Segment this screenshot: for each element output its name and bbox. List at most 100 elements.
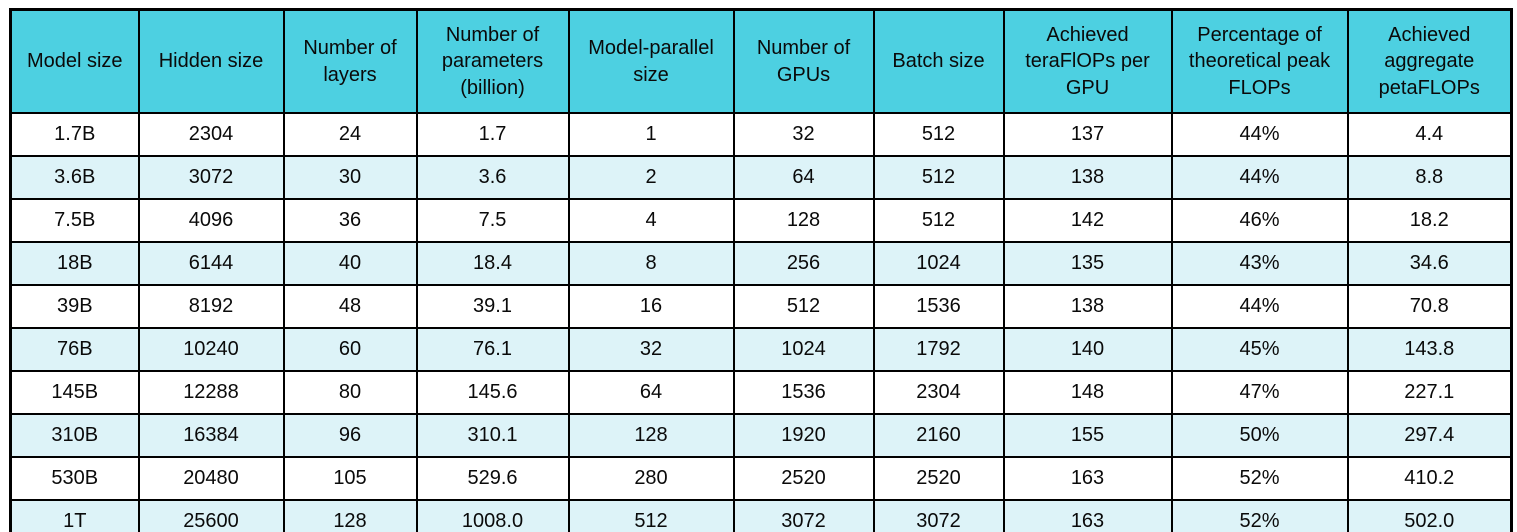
- table-cell: 2520: [872, 456, 1005, 501]
- header-cell: Number of layers: [282, 8, 418, 114]
- table-cell: 52%: [1170, 499, 1349, 532]
- table-cell: 138: [1002, 155, 1173, 200]
- table-cell: 50%: [1170, 413, 1349, 458]
- table-cell: 39.1: [415, 284, 570, 329]
- table-cell: 60: [282, 327, 418, 372]
- table-cell: 142: [1002, 198, 1173, 243]
- table-cell: 30: [282, 155, 418, 200]
- table-cell: 40: [282, 241, 418, 286]
- table-cell: 1T: [9, 499, 140, 532]
- table-cell: 163: [1002, 499, 1173, 532]
- table-row: 1T 25600 128 1008.0 512 3072 3072 163 52% 502.0: [9, 499, 1513, 532]
- table-cell: 4.4: [1346, 112, 1513, 157]
- model-scaling-table: Model size Hidden size Number of layers Num…: [9, 8, 1513, 532]
- table-cell: 16384: [137, 413, 285, 458]
- table-cell: 39B: [9, 284, 140, 329]
- table-cell: 76.1: [415, 327, 570, 372]
- table-cell: 310.1: [415, 413, 570, 458]
- table-cell: 502.0: [1346, 499, 1513, 532]
- header-cell: Achieved teraFlOPs per GPU: [1002, 8, 1173, 114]
- table-cell: 2: [567, 155, 735, 200]
- table-cell: 3.6: [415, 155, 570, 200]
- table-cell: 32: [567, 327, 735, 372]
- table-cell: 530B: [9, 456, 140, 501]
- table-cell: 1024: [732, 327, 875, 372]
- table-cell: 2520: [732, 456, 875, 501]
- table-row: 530B 20480 105 529.6 280 2520 2520 163 52% 410.2: [9, 456, 1513, 501]
- table-cell: 1: [567, 112, 735, 157]
- table-cell: 6144: [137, 241, 285, 286]
- table-cell: 143.8: [1346, 327, 1513, 372]
- header-cell: Model-parallel size: [567, 8, 735, 114]
- table-cell: 44%: [1170, 284, 1349, 329]
- table-cell: 1008.0: [415, 499, 570, 532]
- table-cell: 310B: [9, 413, 140, 458]
- table-cell: 512: [732, 284, 875, 329]
- table-cell: 34.6: [1346, 241, 1513, 286]
- table-cell: 137: [1002, 112, 1173, 157]
- table-cell: 1.7: [415, 112, 570, 157]
- table-cell: 1536: [872, 284, 1005, 329]
- table-cell: 44%: [1170, 112, 1349, 157]
- table-cell: 10240: [137, 327, 285, 372]
- table-cell: 138: [1002, 284, 1173, 329]
- table-cell: 128: [732, 198, 875, 243]
- table-cell: 512: [872, 155, 1005, 200]
- table-row: 7.5B 4096 36 7.5 4 128 512 142 46% 18.2: [9, 198, 1513, 243]
- table-row: 76B 10240 60 76.1 32 1024 1792 140 45% 143.8: [9, 327, 1513, 372]
- table-cell: 2160: [872, 413, 1005, 458]
- table-cell: 4096: [137, 198, 285, 243]
- table-cell: 52%: [1170, 456, 1349, 501]
- header-cell: Hidden size: [137, 8, 285, 114]
- table-cell: 70.8: [1346, 284, 1513, 329]
- table-cell: 1.7B: [9, 112, 140, 157]
- header-cell: Number of GPUs: [732, 8, 875, 114]
- table-cell: 48: [282, 284, 418, 329]
- header-cell: Number of parameters (billion): [415, 8, 570, 114]
- table-cell: 8192: [137, 284, 285, 329]
- table-cell: 96: [282, 413, 418, 458]
- table-cell: 410.2: [1346, 456, 1513, 501]
- table-cell: 25600: [137, 499, 285, 532]
- header-row: Model size Hidden size Number of layers Num…: [9, 8, 1513, 114]
- table-cell: 8.8: [1346, 155, 1513, 200]
- table-cell: 18.2: [1346, 198, 1513, 243]
- table-cell: 3072: [137, 155, 285, 200]
- table-cell: 145B: [9, 370, 140, 415]
- table-cell: 46%: [1170, 198, 1349, 243]
- table-cell: 163: [1002, 456, 1173, 501]
- header-cell: Batch size: [872, 8, 1005, 114]
- table-row: 1.7B 2304 24 1.7 1 32 512 137 44% 4.4: [9, 112, 1513, 157]
- table-cell: 3072: [732, 499, 875, 532]
- table-cell: 4: [567, 198, 735, 243]
- table-cell: 18B: [9, 241, 140, 286]
- table-cell: 1920: [732, 413, 875, 458]
- table-cell: 297.4: [1346, 413, 1513, 458]
- table-cell: 32: [732, 112, 875, 157]
- table-cell: 76B: [9, 327, 140, 372]
- table-cell: 36: [282, 198, 418, 243]
- table-row: 18B 6144 40 18.4 8 256 1024 135 43% 34.6: [9, 241, 1513, 286]
- table-row: 39B 8192 48 39.1 16 512 1536 138 44% 70.8: [9, 284, 1513, 329]
- table-cell: 24: [282, 112, 418, 157]
- table-cell: 64: [567, 370, 735, 415]
- table-cell: 3.6B: [9, 155, 140, 200]
- table-cell: 47%: [1170, 370, 1349, 415]
- table-cell: 45%: [1170, 327, 1349, 372]
- table-cell: 80: [282, 370, 418, 415]
- header-cell: Achieved aggregate petaFLOPs: [1346, 8, 1513, 114]
- table-cell: 2304: [872, 370, 1005, 415]
- table-cell: 7.5B: [9, 198, 140, 243]
- table-cell: 44%: [1170, 155, 1349, 200]
- table-cell: 148: [1002, 370, 1173, 415]
- table-cell: 12288: [137, 370, 285, 415]
- table-cell: 529.6: [415, 456, 570, 501]
- table-cell: 1536: [732, 370, 875, 415]
- table-cell: 256: [732, 241, 875, 286]
- table-cell: 43%: [1170, 241, 1349, 286]
- table-header: Model size Hidden size Number of layers Num…: [9, 8, 1513, 114]
- table-cell: 3072: [872, 499, 1005, 532]
- header-cell: Model size: [9, 8, 140, 114]
- table-cell: 105: [282, 456, 418, 501]
